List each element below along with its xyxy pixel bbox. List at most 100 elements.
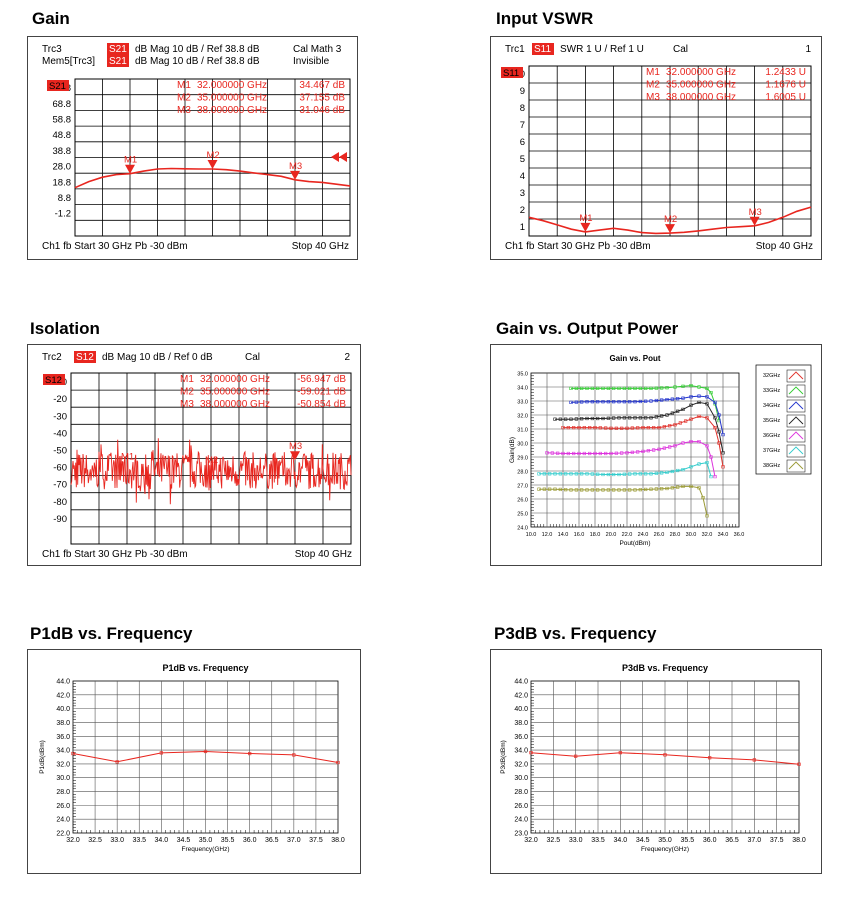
y-tick-label: 30.0 bbox=[56, 775, 70, 782]
data-point bbox=[159, 751, 163, 755]
channel-number: 2 bbox=[344, 352, 350, 363]
data-point bbox=[529, 751, 533, 755]
data-point bbox=[292, 753, 296, 757]
y-axis-label: P3dB(dBm) bbox=[500, 740, 507, 774]
data-point bbox=[612, 472, 616, 477]
data-point bbox=[625, 426, 629, 430]
legend-label: 38GHz bbox=[763, 463, 780, 469]
data-point bbox=[708, 756, 712, 760]
y-tick-label: 1 bbox=[520, 222, 525, 233]
x-tick-label: 34.0 bbox=[155, 837, 169, 844]
marker-label: M3 bbox=[289, 441, 302, 452]
gain-chart-panel: Trc3 S21 dB Mag 10 dB / Ref 38.8 dB Cal Mat… bbox=[27, 36, 358, 260]
param-badge-bg bbox=[107, 43, 129, 55]
x-tick-label: 28.0 bbox=[670, 532, 681, 538]
data-point bbox=[717, 413, 721, 417]
data-point bbox=[203, 749, 208, 754]
x-tick-label: 35.0 bbox=[199, 837, 213, 844]
marker-triangle bbox=[290, 451, 300, 461]
data-point bbox=[593, 426, 597, 430]
data-point bbox=[654, 415, 658, 419]
marker-name: M2 bbox=[180, 387, 194, 398]
data-point bbox=[566, 426, 570, 430]
marker-label: M3 bbox=[289, 161, 302, 172]
data-point bbox=[654, 471, 658, 475]
data-point bbox=[617, 416, 621, 420]
data-point bbox=[717, 441, 721, 445]
marker-name: M3 bbox=[646, 92, 660, 103]
data-point bbox=[553, 487, 557, 491]
marker-label: M2 bbox=[205, 455, 218, 466]
data-point bbox=[660, 386, 664, 390]
data-point bbox=[622, 472, 626, 476]
legend-swatch bbox=[786, 429, 806, 443]
data-point bbox=[596, 416, 600, 421]
y-tick-label: 36.0 bbox=[514, 734, 528, 741]
data-point bbox=[705, 402, 709, 406]
footer-right: Stop 40 GHz bbox=[292, 241, 349, 252]
series-line bbox=[546, 441, 716, 477]
x-tick-label: 35.5 bbox=[681, 837, 695, 844]
series-line bbox=[530, 752, 800, 765]
data-point bbox=[713, 400, 717, 404]
data-point bbox=[665, 413, 669, 417]
cal-label: Cal bbox=[245, 352, 260, 363]
marker-label: M1 bbox=[121, 451, 134, 462]
p3db-heading: P3dB vs. Frequency bbox=[494, 624, 657, 643]
x-tick-label: 37.5 bbox=[309, 837, 323, 844]
marker-freq: 35.000000 GHz bbox=[200, 387, 270, 398]
data-point bbox=[638, 386, 642, 390]
data-point bbox=[569, 417, 573, 421]
footer-left: Ch1 fb Start 30 GHz Pb -30 dBm bbox=[42, 549, 188, 560]
data-point bbox=[676, 409, 680, 413]
y-axis-label: Gain(dB) bbox=[509, 437, 516, 463]
data-point bbox=[663, 753, 667, 757]
x-tick-label: 32.0 bbox=[66, 837, 80, 844]
data-point bbox=[585, 386, 589, 390]
data-point bbox=[606, 416, 610, 420]
marker-freq: 38.000000 GHz bbox=[197, 105, 267, 116]
param-badge-bg bbox=[107, 55, 129, 67]
data-point bbox=[689, 383, 693, 388]
data-point bbox=[670, 397, 674, 401]
data-point bbox=[336, 760, 340, 765]
marker-label: M1 bbox=[579, 213, 592, 224]
x-tick-label: 33.0 bbox=[110, 837, 124, 844]
data-point bbox=[598, 426, 602, 430]
data-point bbox=[561, 426, 565, 430]
marker-name: M3 bbox=[177, 105, 191, 116]
data-point bbox=[580, 488, 584, 492]
data-point bbox=[558, 417, 562, 421]
data-point bbox=[614, 451, 618, 455]
y-tick-label: -1.2 bbox=[55, 209, 71, 220]
data-point bbox=[622, 386, 626, 390]
data-point bbox=[580, 386, 584, 390]
legend-line bbox=[788, 446, 804, 455]
x-tick-label: 35.5 bbox=[221, 837, 235, 844]
data-point bbox=[617, 400, 621, 404]
data-point bbox=[612, 488, 616, 492]
marker-value: -50.854 dB bbox=[297, 399, 346, 410]
marker-name: M2 bbox=[646, 80, 660, 91]
param-badge: S12 bbox=[76, 352, 94, 363]
data-point bbox=[585, 416, 589, 421]
data-point bbox=[701, 496, 705, 500]
legend-label: 36GHz bbox=[763, 433, 780, 439]
marker-name: M2 bbox=[177, 93, 191, 104]
trace-badge: S12 bbox=[45, 375, 62, 386]
data-point bbox=[668, 445, 672, 449]
legend-line bbox=[788, 371, 804, 380]
data-point bbox=[628, 400, 632, 404]
marker-value: -59.021 dB bbox=[297, 387, 346, 398]
y-tick-label: 38.0 bbox=[514, 720, 528, 727]
data-point bbox=[681, 484, 685, 489]
chart-title: Gain vs. Pout bbox=[609, 354, 660, 363]
x-tick-label: 14.0 bbox=[558, 532, 569, 538]
data-point bbox=[630, 426, 634, 430]
y-tick-label: -20 bbox=[53, 394, 67, 405]
data-point bbox=[646, 426, 650, 430]
marker-value: 34.467 dB bbox=[299, 80, 345, 91]
data-point bbox=[585, 400, 589, 404]
data-point bbox=[689, 395, 693, 399]
